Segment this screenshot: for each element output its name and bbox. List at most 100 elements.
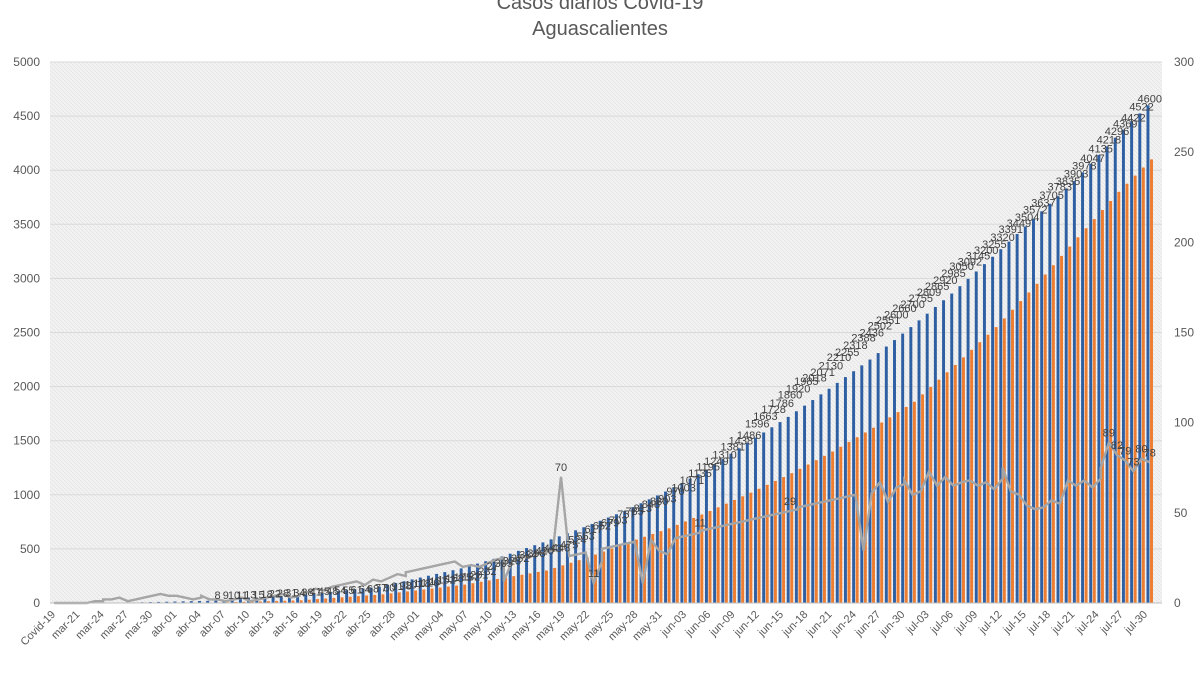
data-label: 3903 bbox=[1064, 169, 1088, 181]
data-label: 880 bbox=[650, 496, 668, 508]
bar-blue bbox=[925, 313, 929, 603]
bar-blue bbox=[1023, 226, 1027, 604]
bar-blue bbox=[484, 561, 488, 603]
data-label: 41 bbox=[310, 587, 322, 599]
bar-orange bbox=[912, 401, 916, 603]
bar-orange bbox=[708, 511, 712, 603]
data-label: 232 bbox=[478, 566, 496, 578]
bar-blue bbox=[737, 448, 741, 603]
data-label: 1249 bbox=[704, 456, 728, 468]
bar-blue bbox=[966, 278, 970, 603]
bar-blue bbox=[492, 558, 496, 603]
bar-orange bbox=[340, 597, 344, 603]
bar-orange bbox=[1060, 255, 1064, 603]
bar-blue bbox=[476, 563, 479, 603]
data-label: 55 bbox=[342, 585, 354, 597]
bar-blue bbox=[631, 507, 635, 603]
bar-orange bbox=[291, 600, 295, 603]
data-label: 475 bbox=[560, 540, 578, 552]
data-label: 2809 bbox=[917, 287, 941, 299]
x-tick-label: jul-27 bbox=[1098, 609, 1126, 637]
bar-orange bbox=[1051, 265, 1055, 603]
bar-blue bbox=[541, 542, 545, 603]
bar-orange bbox=[904, 406, 908, 603]
bar-orange bbox=[929, 387, 933, 603]
data-label: 4369 bbox=[1113, 118, 1137, 130]
data-label: 2436 bbox=[859, 327, 883, 339]
x-tick-label: abr-25 bbox=[343, 609, 374, 640]
bar-orange bbox=[847, 441, 851, 603]
x-tick-label: abr-16 bbox=[270, 609, 301, 640]
bar-orange bbox=[553, 567, 557, 603]
data-label: 3145 bbox=[966, 251, 990, 263]
bar-blue bbox=[516, 550, 520, 603]
bar-orange bbox=[389, 593, 393, 603]
bar-orange bbox=[495, 578, 499, 603]
bar-orange bbox=[634, 539, 638, 603]
data-label: 98 bbox=[400, 580, 412, 592]
data-label: 443 bbox=[544, 543, 562, 555]
bar-blue bbox=[443, 572, 447, 603]
bar-blue bbox=[467, 565, 471, 603]
bar-blue bbox=[345, 590, 349, 603]
data-label: 3200 bbox=[974, 245, 998, 257]
bar-blue bbox=[884, 346, 888, 603]
x-tick-label: jun-06 bbox=[683, 609, 714, 640]
data-label: 4135 bbox=[1088, 144, 1112, 156]
data-label: 352 bbox=[511, 553, 529, 565]
x-tick-label: abr-22 bbox=[318, 609, 349, 640]
data-label: 3835 bbox=[1056, 176, 1080, 188]
bar-orange bbox=[1092, 219, 1096, 604]
bar-blue bbox=[639, 503, 643, 603]
data-label: 679 bbox=[601, 518, 619, 530]
line-gray bbox=[54, 439, 1151, 605]
bar-orange bbox=[757, 488, 761, 603]
bar-orange bbox=[283, 600, 287, 603]
data-label: 2660 bbox=[892, 303, 916, 315]
bar-orange bbox=[438, 587, 442, 603]
data-label: 107 bbox=[405, 579, 423, 591]
bar-blue bbox=[287, 595, 291, 603]
bar-orange bbox=[773, 480, 777, 603]
bar-orange bbox=[332, 597, 336, 603]
x-tick-label: jun-12 bbox=[731, 609, 762, 640]
data-label: 91 bbox=[391, 581, 403, 593]
bar-orange bbox=[1076, 237, 1080, 603]
data-label: 15 bbox=[252, 589, 264, 601]
bar-orange bbox=[806, 464, 810, 603]
bar-blue bbox=[974, 271, 978, 603]
bar-orange bbox=[978, 342, 982, 603]
data-label: 1071 bbox=[680, 475, 704, 487]
data-label: 1486 bbox=[737, 430, 761, 442]
bar-orange bbox=[798, 468, 802, 603]
bar-orange bbox=[487, 580, 491, 603]
bar-orange bbox=[937, 379, 941, 603]
bar-blue bbox=[451, 570, 455, 603]
bar-blue bbox=[1146, 105, 1150, 603]
data-label: 168 bbox=[446, 573, 464, 585]
data-label: 2920 bbox=[933, 275, 957, 287]
bar-orange bbox=[1019, 301, 1023, 603]
data-label: 13 bbox=[244, 590, 256, 602]
bar-orange bbox=[275, 600, 279, 603]
data-label: 448 bbox=[552, 543, 570, 555]
data-label: 10 bbox=[228, 590, 240, 602]
bar-blue bbox=[917, 320, 921, 603]
bar-blue bbox=[876, 353, 880, 603]
bar-blue bbox=[377, 586, 381, 603]
bar-blue bbox=[615, 514, 618, 603]
bar-blue bbox=[1072, 181, 1076, 603]
bar-orange bbox=[659, 531, 663, 603]
bar-blue bbox=[909, 327, 913, 603]
x-tick-label: jun-09 bbox=[707, 609, 738, 640]
data-label: 813 bbox=[634, 503, 652, 515]
data-label: 2388 bbox=[851, 333, 875, 345]
data-label: 1003 bbox=[671, 482, 695, 494]
bar-blue bbox=[582, 527, 586, 603]
bar-orange bbox=[471, 583, 475, 603]
bar-orange bbox=[242, 601, 246, 603]
bar-orange bbox=[258, 601, 262, 603]
data-label: 77 bbox=[375, 583, 387, 595]
bar-orange bbox=[324, 598, 328, 603]
y-left-tick-label: 2500 bbox=[13, 326, 40, 340]
